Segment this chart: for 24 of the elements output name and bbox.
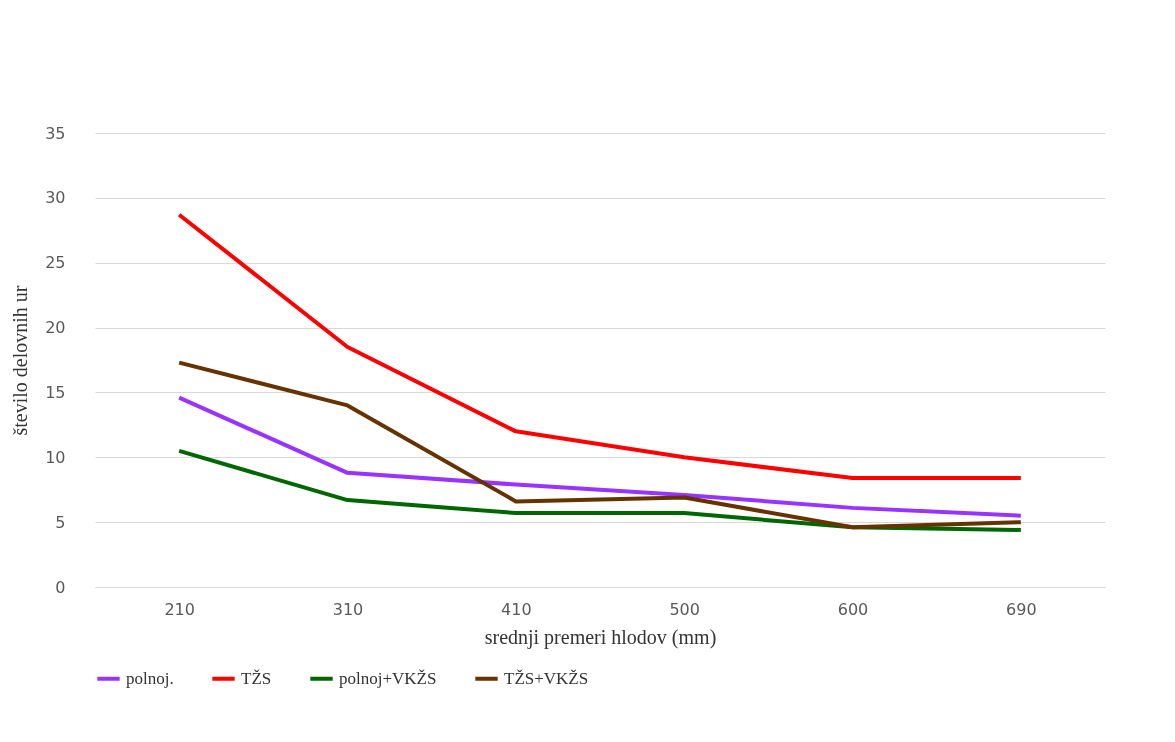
y-tick-label: 10 <box>45 447 66 467</box>
y-tick-label: 20 <box>45 318 66 338</box>
legend-label: TŽS <box>241 668 272 688</box>
line-series <box>177 395 1023 518</box>
x-tick-label: 500 <box>669 599 700 619</box>
x-tick-label: 210 <box>164 599 195 619</box>
legend-label: TŽS+VKŽS <box>504 668 589 688</box>
y-tick-label: 0 <box>55 577 66 597</box>
y-tick-label: 5 <box>55 512 66 532</box>
x-axis-title: srednji premeri hlodov (mm) <box>484 625 717 649</box>
y-tick-label: 25 <box>45 253 66 273</box>
line-series <box>177 448 1023 532</box>
y-axis-title: število delovnih ur <box>9 285 32 436</box>
line-series <box>177 360 1023 530</box>
x-tick-label: 690 <box>1006 599 1037 619</box>
y-tick-label: 35 <box>45 123 66 143</box>
y-tick-label: 30 <box>45 188 66 208</box>
legend-label: polnoj. <box>126 668 174 688</box>
x-tick-label: 600 <box>837 599 869 619</box>
x-tick-label: 310 <box>332 599 364 619</box>
y-tick-label: 15 <box>45 382 66 402</box>
line-series <box>177 212 1023 481</box>
legend-label: polnoj+VKŽS <box>339 668 437 688</box>
x-tick-label: 410 <box>501 599 532 619</box>
